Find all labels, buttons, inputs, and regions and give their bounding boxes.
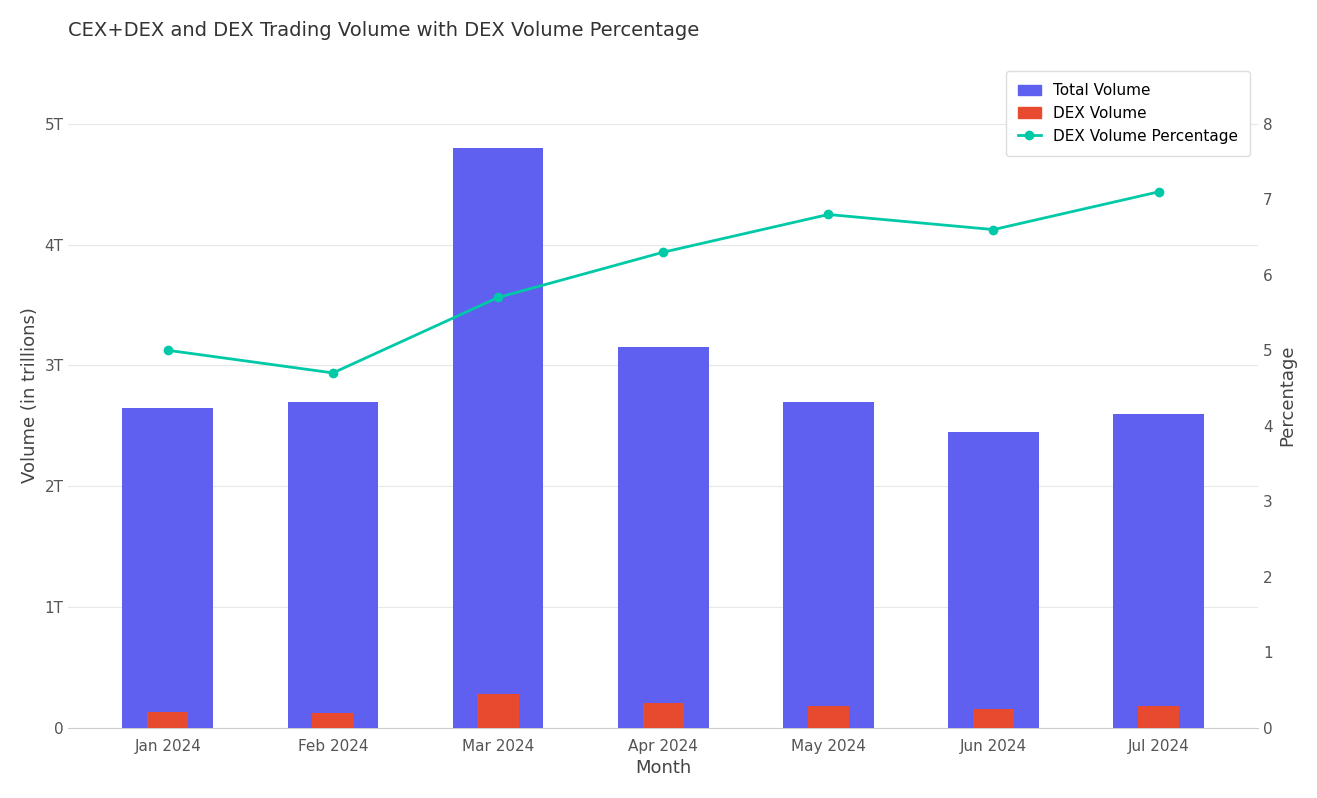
Bar [1113,413,1204,728]
DEX Volume Percentage [325,368,341,377]
Bar [948,432,1039,728]
DEX Volume Percentage [1151,187,1167,196]
Bar [287,401,378,728]
Line: DEX Volume Percentage: DEX Volume Percentage [163,188,1163,377]
Bar [618,347,709,728]
Bar [1138,705,1179,728]
Y-axis label: Volume (in trillions): Volume (in trillions) [21,307,38,484]
Bar [312,713,353,728]
Bar [973,709,1014,728]
Bar [122,408,213,728]
DEX Volume Percentage [820,210,836,219]
DEX Volume Percentage [985,225,1001,235]
Bar [453,148,544,728]
DEX Volume Percentage [656,247,672,257]
Bar [478,693,519,728]
Text: CEX+DEX and DEX Trading Volume with DEX Volume Percentage: CEX+DEX and DEX Trading Volume with DEX … [68,21,699,40]
Y-axis label: Percentage: Percentage [1279,345,1296,446]
Legend: Total Volume, DEX Volume, DEX Volume Percentage: Total Volume, DEX Volume, DEX Volume Per… [1006,71,1250,156]
DEX Volume Percentage [490,293,506,302]
Bar [782,401,873,728]
Bar [807,705,849,728]
Bar [148,712,188,728]
Bar [643,703,684,728]
X-axis label: Month: Month [635,759,691,777]
DEX Volume Percentage [159,346,175,355]
